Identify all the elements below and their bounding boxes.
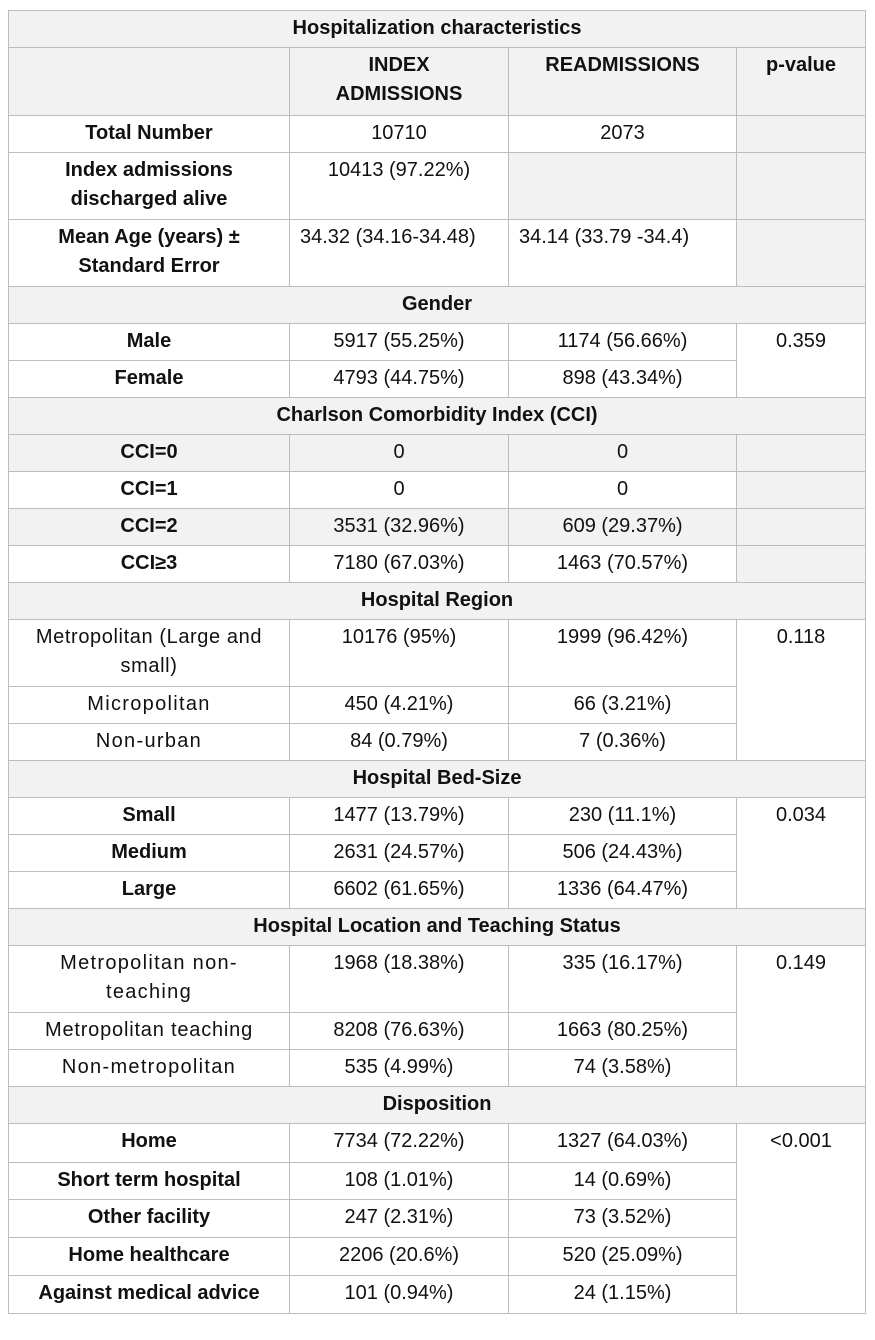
readmission-value: 506 (24.43%) [508,834,737,872]
readmission-value: 230 (11.1%) [508,797,737,835]
readmission-value: 2073 [508,115,737,153]
section-title-cci: Charlson Comorbidity Index (CCI) [7,397,867,435]
readmission-value: 1663 (80.25%) [508,1012,737,1050]
section-title-disposition: Disposition [7,1086,867,1124]
p-value-cell [735,434,867,472]
p-value-cell [735,545,867,583]
row-label: Other facility [8,1199,290,1238]
readmission-value: 24 (1.15%) [508,1275,737,1314]
row-label: Home [8,1123,290,1163]
readmission-value: 1327 (64.03%) [508,1123,737,1163]
header-blank [8,47,290,116]
readmission-value: 73 (3.52%) [508,1199,737,1238]
p-value-location: 0.149 [735,945,867,1087]
row-label: CCI≥3 [8,545,290,583]
readmission-value: 34.14 (33.79 -34.4) [508,219,737,287]
p-value-cell [735,471,867,509]
row-label: Large [8,871,290,909]
row-label: Home healthcare [8,1237,290,1276]
readmission-value: 520 (25.09%) [508,1237,737,1276]
p-value-cell [735,115,867,153]
index-value: 6602 (61.65%) [289,871,509,909]
readmission-value: 66 (3.21%) [508,686,737,724]
index-value: 0 [289,471,509,509]
readmission-value: 0 [508,471,737,509]
p-value-cell [735,152,867,220]
readmission-value: 14 (0.69%) [508,1162,737,1200]
index-value: 0 [289,434,509,472]
row-label: Non-metropolitan [8,1049,290,1087]
section-title-gender: Gender [7,286,867,324]
p-value-region: 0.118 [735,619,867,761]
readmission-value: 1174 (56.66%) [508,323,737,361]
index-value: 10413 (97.22%) [289,152,509,220]
row-label: Short term hospital [8,1162,290,1200]
row-label: Mean Age (years) ± Standard Error [8,219,290,287]
index-value: 108 (1.01%) [289,1162,509,1200]
row-label: Total Number [8,115,290,153]
readmission-value: 74 (3.58%) [508,1049,737,1087]
row-label: Medium [8,834,290,872]
row-label: Against medical advice [8,1275,290,1314]
row-label: Metropolitan (Large and small) [8,619,290,687]
index-value: 2206 (20.6%) [289,1237,509,1276]
row-label: CCI=2 [8,508,290,546]
row-label: Female [8,360,290,398]
readmission-value: 898 (43.34%) [508,360,737,398]
section-title-region: Hospital Region [7,582,867,620]
index-value: 535 (4.99%) [289,1049,509,1087]
index-value: 247 (2.31%) [289,1199,509,1238]
section-title-location: Hospital Location and Teaching Status [7,908,867,946]
p-value-bedsize: 0.034 [735,797,867,909]
hospitalization-table: Hospitalization characteristics INDEX AD… [7,10,867,1314]
readmission-value: 1999 (96.42%) [508,619,737,687]
p-value-cell [735,508,867,546]
header-p-value: p-value [735,47,867,116]
row-label: Male [8,323,290,361]
index-value: 101 (0.94%) [289,1275,509,1314]
readmission-value: 7 (0.36%) [508,723,737,761]
index-value: 8208 (76.63%) [289,1012,509,1050]
row-label: CCI=0 [8,434,290,472]
p-value-gender: 0.359 [735,323,867,398]
row-label: Micropolitan [8,686,290,724]
index-value: 450 (4.21%) [289,686,509,724]
index-value: 5917 (55.25%) [289,323,509,361]
readmission-value: 1336 (64.47%) [508,871,737,909]
index-value: 1968 (18.38%) [289,945,509,1013]
index-value: 7734 (72.22%) [289,1123,509,1163]
index-value: 34.32 (34.16-34.48) [289,219,509,287]
readmission-value: 0 [508,434,737,472]
p-value-cell [735,219,867,287]
p-value-disposition: <0.001 [735,1123,867,1314]
row-label: Metropolitan non-teaching [8,945,290,1013]
row-label: CCI=1 [8,471,290,509]
row-label: Metropolitan teaching [8,1012,290,1050]
readmission-value: 335 (16.17%) [508,945,737,1013]
row-label: Non-urban [8,723,290,761]
readmission-value: 1463 (70.57%) [508,545,737,583]
index-value: 84 (0.79%) [289,723,509,761]
readmission-value [508,152,737,220]
index-value: 10710 [289,115,509,153]
row-label: Small [8,797,290,835]
index-value: 4793 (44.75%) [289,360,509,398]
header-index-admissions: INDEX ADMISSIONS [289,47,509,116]
index-value: 2631 (24.57%) [289,834,509,872]
section-title-bedsize: Hospital Bed-Size [7,760,867,798]
row-label: Index admissions discharged alive [8,152,290,220]
index-value: 3531 (32.96%) [289,508,509,546]
header-readmissions: READMISSIONS [508,47,737,116]
index-value: 1477 (13.79%) [289,797,509,835]
readmission-value: 609 (29.37%) [508,508,737,546]
index-value: 10176 (95%) [289,619,509,687]
table-title: Hospitalization characteristics [7,10,867,48]
index-value: 7180 (67.03%) [289,545,509,583]
